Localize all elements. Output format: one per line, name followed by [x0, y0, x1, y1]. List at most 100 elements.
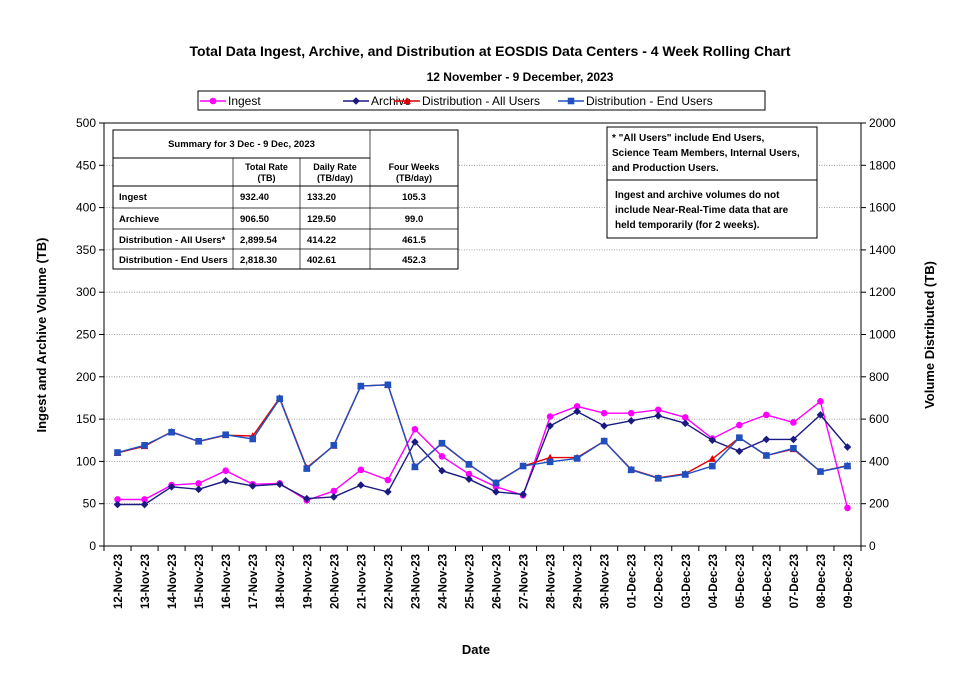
x-tick-label: 25-Nov-23	[464, 554, 476, 609]
x-tick-label: 08-Dec-23	[816, 554, 828, 608]
summary-cell: 906.50	[240, 214, 269, 225]
data-point	[275, 480, 284, 489]
y2-tick-label: 1200	[869, 285, 896, 299]
summary-row-label: Archieve	[119, 214, 159, 225]
summary-title: Summary for 3 Dec - 9 Dec, 2023	[168, 139, 315, 150]
data-point	[546, 458, 554, 466]
data-point	[736, 434, 743, 442]
x-tick-label: 20-Nov-23	[329, 554, 341, 609]
series-archive	[113, 407, 852, 509]
data-point	[492, 479, 500, 487]
data-point	[519, 462, 527, 470]
legend-label: Distribution - End Users	[586, 94, 713, 108]
data-point	[573, 455, 581, 462]
y2-tick-label: 1000	[869, 328, 896, 342]
x-tick-label: 29-Nov-23	[573, 554, 585, 609]
x-tick-label: 28-Nov-23	[546, 554, 558, 609]
y2-tick-label: 1800	[869, 158, 896, 172]
data-point	[790, 444, 797, 452]
data-point	[817, 468, 824, 475]
summary-cell: 2,899.54	[240, 235, 278, 246]
data-point	[195, 480, 202, 487]
x-tick-label: 22-Nov-23	[383, 554, 395, 609]
data-point	[844, 504, 851, 512]
summary-cell: 99.0	[405, 214, 424, 225]
x-tick-label: 26-Nov-23	[492, 554, 504, 609]
data-point	[330, 487, 338, 495]
data-point	[302, 494, 311, 503]
y-tick-label: 100	[76, 454, 96, 468]
x-tick-label: 03-Dec-23	[681, 554, 693, 608]
data-point	[573, 407, 581, 416]
summary-cell: 402.61	[307, 255, 337, 266]
data-point	[113, 500, 122, 509]
data-point	[465, 475, 473, 483]
data-point	[249, 435, 256, 443]
data-point	[816, 411, 825, 419]
x-tick-label: 01-Dec-23	[627, 554, 639, 608]
series-ingest	[114, 398, 851, 512]
data-point	[465, 470, 473, 478]
series-distribution-end-users	[114, 381, 851, 487]
y-tick-label: 150	[76, 412, 96, 426]
summary-col-header: Total Rate	[245, 162, 288, 172]
summary-cell: 2,818.30	[240, 255, 277, 266]
data-point	[194, 485, 203, 494]
data-point	[330, 442, 338, 449]
data-point	[141, 496, 148, 503]
summary-cell: 452.3	[402, 255, 426, 266]
data-point	[762, 435, 771, 444]
data-point	[438, 466, 446, 475]
summary-cell: 133.20	[307, 192, 336, 203]
data-point	[303, 465, 311, 472]
data-point	[627, 416, 635, 425]
y2-tick-label: 400	[869, 454, 889, 468]
y-tick-label: 400	[76, 201, 96, 215]
data-point	[411, 425, 419, 433]
x-tick-label: 15-Nov-23	[194, 554, 206, 609]
summary-cell: 461.5	[402, 235, 426, 246]
legend-box	[197, 90, 766, 111]
data-point	[708, 455, 717, 462]
x-tick-label: 07-Dec-23	[789, 554, 801, 608]
data-point	[817, 398, 824, 405]
legend-marker	[209, 97, 217, 105]
data-point	[222, 431, 229, 439]
data-point	[384, 488, 392, 496]
x-tick-label: 13-Nov-23	[140, 554, 152, 609]
y-tick-label: 300	[76, 285, 96, 299]
x-tick-label: 09-Dec-23	[843, 554, 855, 608]
note2-box	[606, 179, 818, 239]
data-point	[114, 449, 121, 456]
legend: Ingest Archive Distribution - All Users Dis…	[197, 90, 766, 111]
data-point	[140, 500, 149, 509]
chart-subtitle: 12 November - 9 December, 2023	[427, 70, 614, 84]
data-point	[492, 488, 500, 496]
summary-col-header: Daily Rate	[313, 162, 357, 172]
note2-line: include Near-Real-Time data that are	[615, 205, 789, 216]
data-point	[790, 419, 797, 426]
summary-row-label: Distribution - End Users	[119, 255, 228, 266]
y2-tick-label: 600	[869, 412, 889, 426]
data-point	[763, 452, 770, 459]
y-tick-label: 200	[76, 370, 96, 384]
summary-row-label: Ingest	[119, 192, 148, 203]
axes: 0 50 100 150 200 250 300 350 400 450 500 0 200 400 600…	[76, 116, 896, 609]
y2-tick-label: 0	[869, 539, 876, 553]
data-point	[681, 419, 690, 428]
x-tick-label: 27-Nov-23	[519, 554, 531, 609]
y-tick-label: 50	[83, 497, 97, 511]
data-point	[681, 414, 689, 421]
y-tick-label: 350	[76, 243, 96, 257]
data-point	[411, 438, 419, 446]
x-tick-label: 16-Nov-23	[221, 554, 233, 609]
x-tick-label: 30-Nov-23	[600, 554, 612, 609]
data-point	[221, 477, 230, 485]
data-point	[330, 493, 338, 501]
data-point	[546, 422, 554, 430]
summary-frame	[112, 129, 459, 270]
summary-cell: 414.22	[307, 235, 336, 246]
data-point	[681, 471, 689, 478]
summary-col-unit: (TB/day)	[317, 173, 353, 183]
